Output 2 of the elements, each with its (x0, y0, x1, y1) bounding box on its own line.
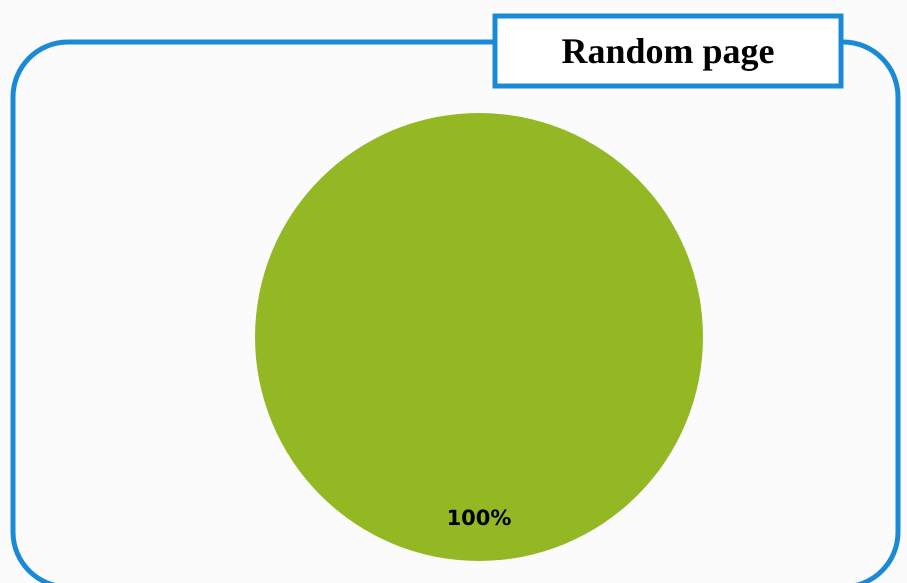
data-label: 100% (446, 506, 512, 530)
chart-title: Random page (561, 31, 775, 71)
